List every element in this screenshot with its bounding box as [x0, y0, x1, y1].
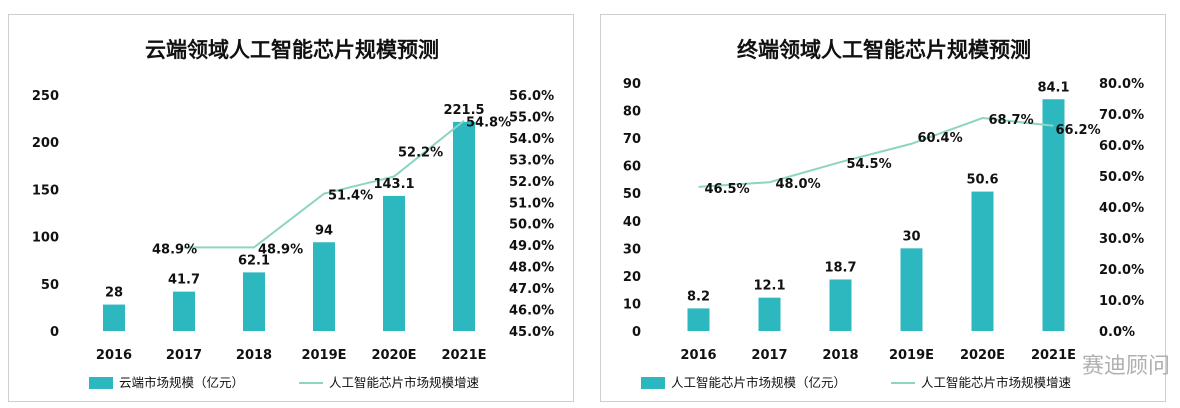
watermark-text: 赛迪顾问 [1081, 354, 1170, 379]
bar [829, 279, 852, 331]
y-right-tick-label: 0.0% [1099, 325, 1135, 340]
growth-line [698, 117, 1054, 188]
y-right-tick-label: 20.0% [1099, 263, 1144, 278]
y-right-tick-label: 50.0% [509, 218, 554, 233]
line-value-label: 60.4% [918, 131, 963, 146]
y-right-tick-label: 53.0% [509, 153, 554, 168]
line-value-label: 48.9% [258, 242, 303, 257]
y-right-tick-label: 48.0% [509, 261, 554, 276]
x-category-label: 2018 [822, 348, 858, 363]
y-right-tick-label: 51.0% [509, 196, 554, 211]
bar [758, 297, 781, 331]
y-left-tick-label: 60 [623, 160, 641, 175]
y-left-tick-label: 70 [623, 132, 641, 147]
bar [687, 308, 710, 331]
line-value-label: 54.8% [466, 116, 511, 131]
legend-bar-label: 人工智能芯片市场规模（亿元） [671, 375, 846, 390]
x-category-label: 2017 [751, 348, 787, 363]
x-category-label: 2019E [889, 348, 934, 363]
y-right-tick-label: 47.0% [509, 282, 554, 297]
line-value-label: 68.7% [989, 113, 1034, 128]
chart-terminal: 终端领域人工智能芯片规模预测 0 10 20 30 40 50 60 70 80 90 0.0% 10.… [623, 38, 1144, 390]
y-left-tick-label: 20 [623, 270, 641, 285]
x-category-label: 2021E [1031, 348, 1076, 363]
line-value-label: 52.2% [398, 146, 443, 161]
y-right-tick-label: 60.0% [1099, 139, 1144, 154]
bar-value-label: 221.5 [443, 103, 484, 118]
line-value-label: 51.4% [328, 189, 373, 204]
bar-value-label: 41.7 [168, 273, 200, 288]
bar-value-label: 30 [902, 229, 920, 244]
bar-value-label: 94 [315, 223, 333, 238]
y-right-tick-label: 45.0% [509, 325, 554, 340]
y-right-tick-label: 49.0% [509, 239, 554, 254]
y-left-tick-label: 10 [623, 297, 641, 312]
chart-panel-terminal: 终端领域人工智能芯片规模预测 0 10 20 30 40 50 60 70 80 90 0.0% 10.… [600, 14, 1166, 402]
y-left-tick-label: 150 [32, 183, 59, 198]
y-right-tick-label: 54.0% [509, 132, 554, 147]
x-category-label: 2020E [960, 348, 1005, 363]
bar [383, 195, 405, 331]
y-left-tick-label: 100 [32, 231, 59, 246]
y-right-tick-label: 52.0% [509, 175, 554, 190]
line-value-label: 48.0% [776, 177, 821, 192]
y-right-tick-label: 50.0% [1099, 170, 1144, 185]
bar [243, 272, 265, 331]
y-left-tick-label: 0 [50, 325, 59, 340]
y-left-tick-label: 90 [623, 77, 641, 92]
y-right-tick-label: 70.0% [1099, 108, 1144, 123]
bar [900, 248, 923, 331]
bar [1042, 99, 1065, 331]
x-category-label: 2020E [371, 348, 416, 363]
line-value-label: 54.5% [847, 157, 892, 172]
y-right-tick-label: 10.0% [1099, 294, 1144, 309]
chart-title: 云端领域人工智能芯片规模预测 [145, 38, 439, 62]
chart-cloud: 云端领域人工智能芯片规模预测 0 50 100 150 200 250 45.0% 46.0% 4… [32, 38, 554, 390]
bar-value-label: 50.6 [966, 173, 998, 188]
y-right-tick-label: 80.0% [1099, 77, 1144, 92]
bar [453, 121, 475, 332]
y-right-tick-label: 56.0% [509, 89, 554, 104]
bar [173, 291, 195, 331]
line-value-label: 66.2% [1056, 123, 1101, 138]
y-left-tick-label: 80 [623, 105, 641, 120]
y-left-tick-label: 0 [632, 325, 641, 340]
y-right-tick-label: 30.0% [1099, 232, 1144, 247]
bar [313, 242, 335, 331]
line-value-label: 46.5% [705, 182, 750, 197]
x-category-label: 2021E [441, 348, 486, 363]
bar-value-label: 18.7 [824, 260, 856, 275]
chart-panel-cloud: 云端领域人工智能芯片规模预测 0 50 100 150 200 250 45.0% 46.0% 4… [8, 14, 574, 402]
legend-bar-swatch [89, 377, 113, 389]
bar-value-label: 28 [105, 286, 123, 301]
y-left-tick-label: 50 [623, 187, 641, 202]
bar-value-label: 8.2 [687, 289, 710, 304]
y-left-tick-label: 40 [623, 215, 641, 230]
bar [971, 191, 994, 331]
y-right-tick-label: 46.0% [509, 304, 554, 319]
x-category-label: 2019E [301, 348, 346, 363]
y-left-tick-label: 250 [32, 89, 59, 104]
growth-line [184, 119, 465, 249]
y-right-tick-label: 55.0% [509, 110, 554, 125]
x-category-label: 2017 [166, 348, 202, 363]
bar-value-label: 12.1 [753, 279, 785, 294]
legend-bar-swatch [641, 377, 665, 389]
x-category-label: 2016 [680, 348, 716, 363]
y-left-tick-label: 50 [41, 278, 59, 293]
x-category-label: 2018 [236, 348, 272, 363]
y-left-tick-label: 200 [32, 136, 59, 151]
y-left-tick-label: 30 [623, 242, 641, 257]
x-category-label: 2016 [96, 348, 132, 363]
legend-bar-label: 云端市场规模（亿元） [119, 375, 244, 390]
legend-line-label: 人工智能芯片市场规模增速 [329, 375, 480, 390]
legend-line-label: 人工智能芯片市场规模增速 [921, 375, 1072, 390]
y-right-tick-label: 40.0% [1099, 201, 1144, 216]
bar-value-label: 143.1 [373, 177, 414, 192]
bar-value-label: 84.1 [1037, 80, 1069, 95]
line-value-label: 48.9% [152, 242, 197, 257]
bar [103, 304, 125, 331]
bar-value-label: 62.1 [238, 253, 270, 268]
chart-title: 终端领域人工智能芯片规模预测 [737, 38, 1031, 62]
